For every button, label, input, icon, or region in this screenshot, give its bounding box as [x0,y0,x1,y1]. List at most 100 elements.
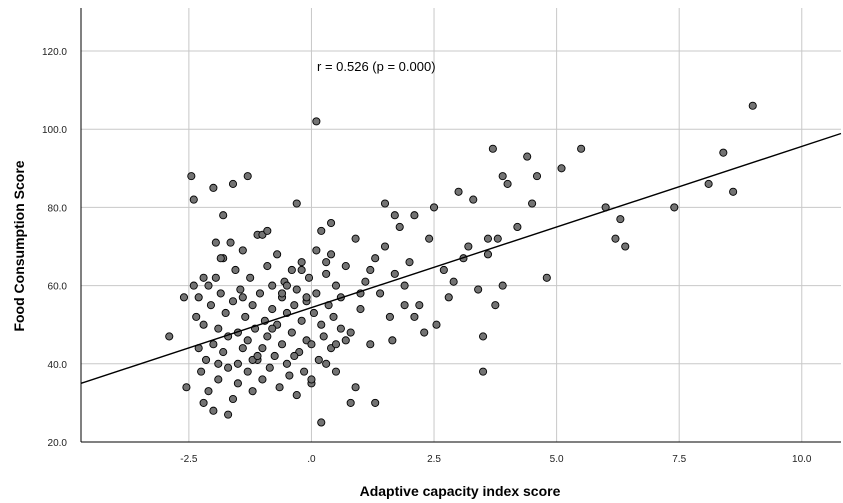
x-tick-label: 2.5 [427,454,441,465]
data-point [429,203,439,212]
data-point [314,355,323,364]
data-point [376,289,385,298]
data-point [322,359,331,368]
data-point [209,406,218,415]
data-point [309,308,318,318]
data-point [263,332,272,341]
data-point [292,285,301,294]
data-point [719,148,728,157]
data-point [211,273,220,282]
data-point [258,344,267,353]
data-point [238,293,247,302]
data-point [292,391,301,400]
data-point [300,367,309,376]
data-point [704,179,713,188]
data-point [209,340,218,349]
data-point [542,273,551,282]
data-point [388,336,397,345]
data-point [290,351,299,361]
x-tick-label: -2.5 [180,454,198,465]
data-point [211,238,220,247]
data-point [204,281,213,290]
data-point [214,375,223,384]
y-tick-label: 120.0 [42,47,67,58]
data-point [528,199,537,208]
plot-frame [80,8,841,443]
data-point [351,383,360,392]
x-tick-label: 5.0 [550,454,564,465]
data-point [329,312,338,321]
data-point [192,312,201,321]
data-point [621,242,630,251]
data-point [246,273,255,282]
x-tick-label: 10.0 [792,454,812,465]
data-point [395,222,404,232]
data-point [483,234,493,243]
data-point [464,242,473,251]
data-point [380,242,390,251]
gridlines [81,8,841,442]
data-point [523,152,532,161]
data-point [346,328,355,337]
data-point [216,254,225,263]
y-tick-label: 100.0 [42,125,67,136]
data-point [400,301,409,310]
data-point [425,234,434,243]
data-point [248,301,257,310]
regression-line [80,132,842,385]
data-point [197,367,206,376]
data-point [165,332,174,341]
data-point [444,293,453,302]
data-point [577,144,586,153]
correlation-annotation: r = 0.526 (p = 0.000) [317,59,436,74]
data-point [331,340,341,349]
data-point [243,367,252,376]
data-point [277,340,287,349]
data-point [241,312,250,321]
data-point [204,387,213,396]
data-points [165,101,757,427]
data-point [253,351,262,361]
data-point [449,277,458,286]
data-point [297,316,306,325]
data-point [331,281,341,290]
data-point [182,383,191,392]
data-point [351,234,360,243]
data-point [302,293,311,302]
data-point [290,301,299,310]
data-point [216,289,225,298]
data-point [199,398,208,407]
data-point [385,312,394,321]
data-point [224,363,233,372]
data-point [312,289,321,298]
data-point [380,199,390,208]
data-point [292,199,301,208]
data-point [491,301,500,310]
data-point [331,367,341,376]
data-point [729,187,738,196]
data-point [233,359,242,368]
x-axis-title: Adaptive capacity index score [360,483,561,499]
data-point [243,172,252,181]
data-point [255,289,265,298]
data-point [228,297,238,306]
data-point [273,250,282,259]
data-point [307,375,316,384]
data-point [199,320,208,329]
data-point [557,164,566,173]
data-point [469,195,478,204]
data-point [410,211,419,220]
data-point [248,387,257,396]
data-point [371,254,380,263]
data-point [179,293,189,302]
data-point [390,269,399,278]
data-point [336,324,345,333]
data-point [390,211,399,220]
data-point [327,250,336,259]
data-point [312,117,321,126]
x-tick-label: 7.5 [672,454,686,465]
x-tick-label: .0 [307,454,316,465]
y-axis-title: Food Consumption Score [11,160,27,331]
data-point [206,301,215,310]
